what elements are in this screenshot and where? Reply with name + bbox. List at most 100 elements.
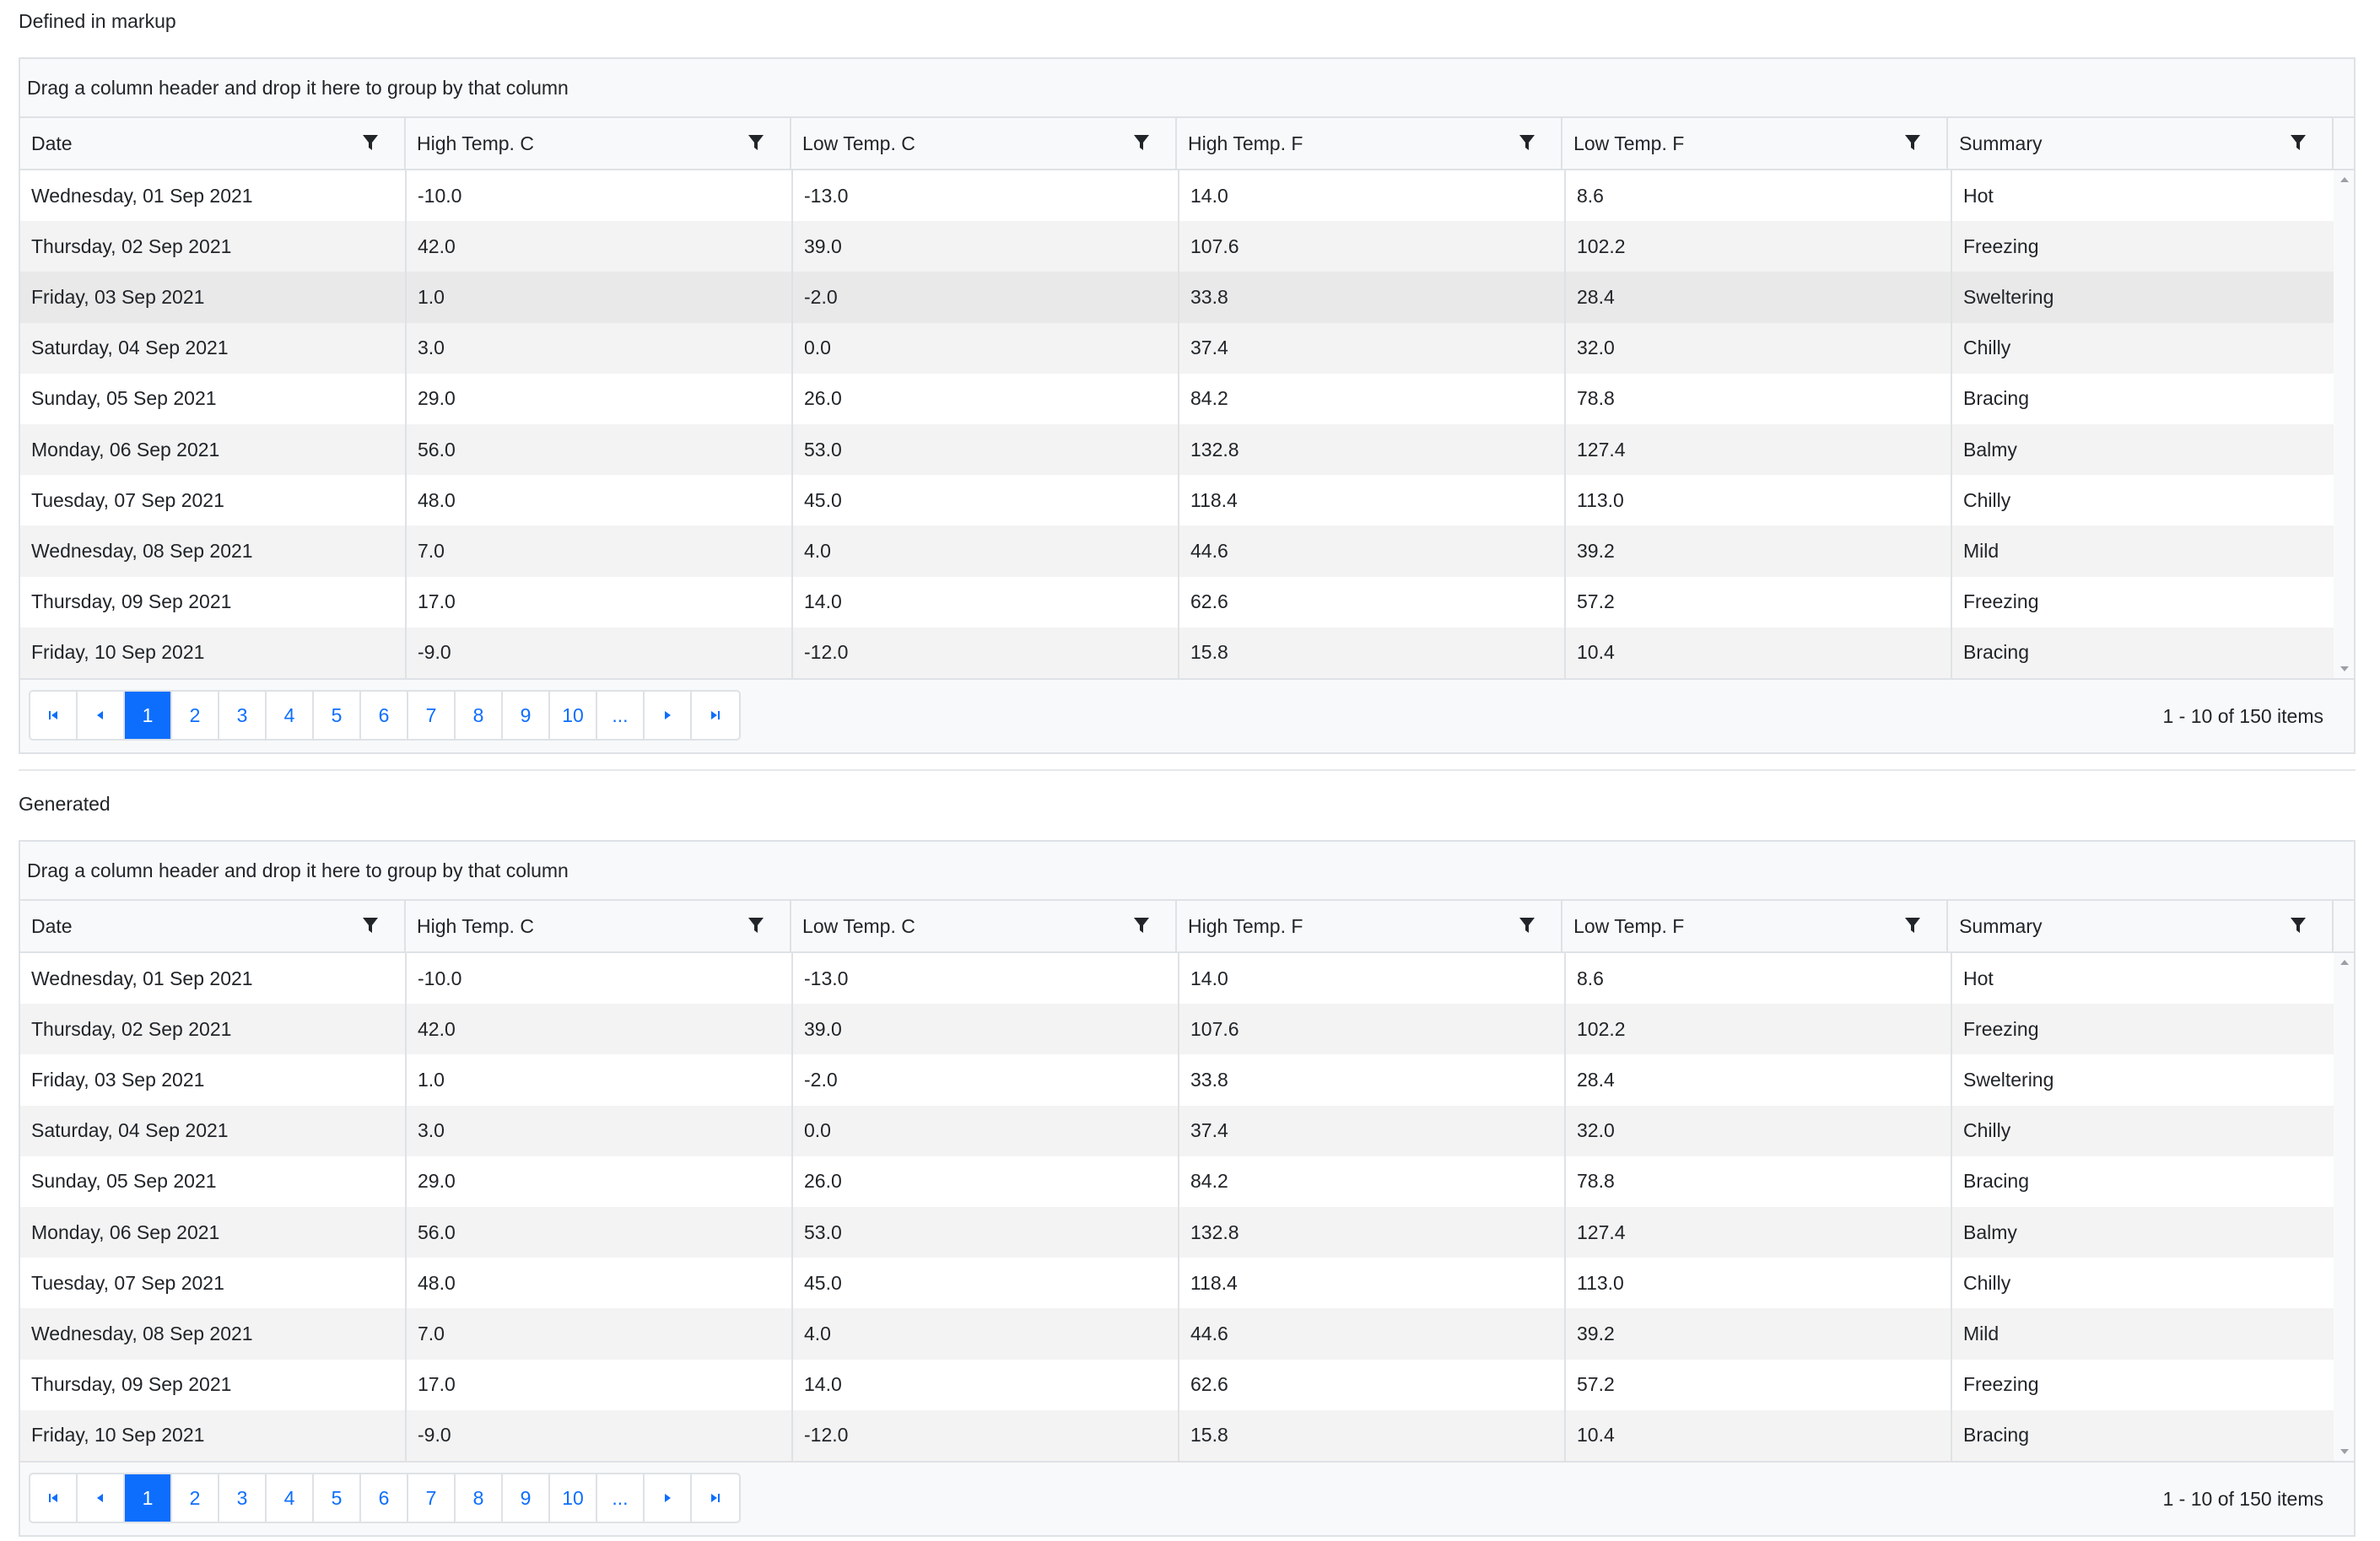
table-row[interactable]: Tuesday, 07 Sep 2021 48.0 45.0 118.4 113.0 Ch… — [20, 475, 2339, 526]
page-button[interactable]: ... — [597, 692, 645, 739]
filter-icon[interactable] — [1133, 133, 1150, 152]
filter-icon[interactable] — [1519, 916, 1535, 935]
scroll-up-icon[interactable] — [2340, 960, 2349, 965]
next-page-icon — [665, 1494, 671, 1502]
table-cell: Freezing — [1963, 1017, 2039, 1040]
column-header[interactable]: Date — [20, 901, 407, 951]
page-button[interactable]: 7 — [408, 692, 456, 739]
page-button[interactable]: 10 — [550, 692, 597, 739]
next-page-button[interactable] — [645, 1474, 692, 1522]
column-header[interactable]: High Temp. C — [406, 901, 792, 951]
page-button[interactable]: 4 — [267, 692, 314, 739]
page-button[interactable]: 3 — [219, 1474, 267, 1522]
page-button[interactable]: 9 — [503, 692, 550, 739]
page-button[interactable]: 8 — [456, 692, 503, 739]
table-cell: Friday, 03 Sep 2021 — [20, 272, 407, 323]
table-row[interactable]: Friday, 03 Sep 2021 1.0 -2.0 33.8 28.4 Swelte… — [20, 1054, 2339, 1106]
column-header[interactable]: High Temp. C — [406, 118, 792, 169]
table-cell: Sweltering — [1963, 1068, 2054, 1091]
page-button[interactable]: 5 — [314, 1474, 361, 1522]
page-button[interactable]: ... — [597, 1474, 645, 1522]
table-cell: 78.8 — [1566, 373, 1952, 424]
scroll-down-icon[interactable] — [2340, 1449, 2349, 1454]
page-button[interactable]: 2 — [172, 1474, 219, 1522]
page-button[interactable]: 10 — [550, 1474, 597, 1522]
rows-container: Wednesday, 01 Sep 2021 -10.0 -13.0 14.0 8.6 H… — [20, 953, 2339, 1461]
column-header[interactable]: Summary — [1948, 901, 2334, 951]
page-button[interactable]: 1 — [125, 1474, 172, 1522]
table-row[interactable]: Thursday, 02 Sep 2021 42.0 39.0 107.6 102.2 F… — [20, 221, 2339, 272]
table-cell: Chilly — [1963, 1119, 2011, 1142]
table-row[interactable]: Wednesday, 08 Sep 2021 7.0 4.0 44.6 39.2 Mild — [20, 525, 2339, 577]
table-cell: -13.0 — [793, 953, 1179, 1005]
table-cell: 42.0 — [407, 1004, 793, 1055]
scroll-down-icon[interactable] — [2340, 666, 2349, 671]
group-panel[interactable]: Drag a column header and drop it here to… — [20, 59, 2354, 118]
table-row[interactable]: Wednesday, 01 Sep 2021 -10.0 -13.0 14.0 8.6 H… — [20, 170, 2339, 222]
header-scroll-spacer — [2334, 901, 2355, 951]
table-row[interactable]: Friday, 03 Sep 2021 1.0 -2.0 33.8 28.4 Swelte… — [20, 272, 2339, 323]
last-page-button[interactable] — [692, 1474, 739, 1522]
column-header[interactable]: High Temp. F — [1177, 901, 1563, 951]
vertical-scrollbar[interactable] — [2334, 953, 2354, 1461]
filter-icon[interactable] — [1519, 133, 1535, 152]
table-row[interactable]: Thursday, 02 Sep 2021 42.0 39.0 107.6 102.2 F… — [20, 1004, 2339, 1055]
table-row[interactable]: Monday, 06 Sep 2021 56.0 53.0 132.8 127.4 Bal… — [20, 1206, 2339, 1258]
column-header[interactable]: Summary — [1948, 118, 2334, 169]
group-panel[interactable]: Drag a column header and drop it here to… — [20, 842, 2354, 901]
filter-icon[interactable] — [1133, 916, 1150, 935]
table-cell: 84.2 — [1179, 1156, 1566, 1207]
table-cell: Wednesday, 01 Sep 2021 — [20, 953, 407, 1005]
section-title-generated: Generated — [19, 793, 111, 815]
table-row[interactable]: Wednesday, 01 Sep 2021 -10.0 -13.0 14.0 8.6 H… — [20, 953, 2339, 1005]
page-button[interactable]: 8 — [456, 1474, 503, 1522]
column-header[interactable]: Low Temp. F — [1562, 118, 1949, 169]
table-row[interactable]: Friday, 10 Sep 2021 -9.0 -12.0 15.8 10.4 Brac… — [20, 627, 2339, 678]
table-row[interactable]: Sunday, 05 Sep 2021 29.0 26.0 84.2 78.8 Braci… — [20, 1156, 2339, 1207]
vertical-scrollbar[interactable] — [2334, 170, 2354, 678]
column-header[interactable]: Low Temp. C — [791, 901, 1178, 951]
table-row[interactable]: Monday, 06 Sep 2021 56.0 53.0 132.8 127.4 Bal… — [20, 423, 2339, 476]
page-button[interactable]: 4 — [267, 1474, 314, 1522]
table-row[interactable]: Thursday, 09 Sep 2021 17.0 14.0 62.6 57.2 Fre… — [20, 1359, 2339, 1410]
first-page-button[interactable] — [30, 692, 78, 739]
page-button[interactable]: 1 — [125, 692, 172, 739]
last-page-button[interactable] — [692, 692, 739, 739]
filter-icon[interactable] — [362, 916, 379, 935]
table-cell: 132.8 — [1179, 423, 1566, 476]
filter-icon[interactable] — [1904, 133, 1921, 152]
page-button[interactable]: 6 — [361, 692, 408, 739]
filter-icon[interactable] — [1904, 916, 1921, 935]
table-row[interactable]: Wednesday, 08 Sep 2021 7.0 4.0 44.6 39.2 Mild — [20, 1308, 2339, 1360]
page-button[interactable]: 3 — [219, 692, 267, 739]
scroll-up-icon[interactable] — [2340, 177, 2349, 182]
first-page-button[interactable] — [30, 1474, 78, 1522]
table-row[interactable]: Thursday, 09 Sep 2021 17.0 14.0 62.6 57.2 Fre… — [20, 576, 2339, 628]
column-header[interactable]: Date — [20, 118, 407, 169]
table-row[interactable]: Tuesday, 07 Sep 2021 48.0 45.0 118.4 113.0 Ch… — [20, 1258, 2339, 1309]
table-row[interactable]: Friday, 10 Sep 2021 -9.0 -12.0 15.8 10.4 Brac… — [20, 1409, 2339, 1461]
table-row[interactable]: Saturday, 04 Sep 2021 3.0 0.0 37.4 32.0 Chill… — [20, 322, 2339, 374]
previous-page-button[interactable] — [78, 1474, 125, 1522]
column-header[interactable]: High Temp. F — [1177, 118, 1563, 169]
previous-page-button[interactable] — [78, 692, 125, 739]
page-button[interactable]: 9 — [503, 1474, 550, 1522]
table-row[interactable]: Saturday, 04 Sep 2021 3.0 0.0 37.4 32.0 Chill… — [20, 1105, 2339, 1156]
filter-icon[interactable] — [747, 133, 764, 152]
page-button[interactable]: 2 — [172, 692, 219, 739]
page-button[interactable]: 6 — [361, 1474, 408, 1522]
column-header[interactable]: Low Temp. C — [791, 118, 1178, 169]
filter-icon[interactable] — [2290, 916, 2307, 935]
filter-icon[interactable] — [747, 916, 764, 935]
table-cell: 84.2 — [1179, 373, 1566, 424]
table-cell: Monday, 06 Sep 2021 — [20, 423, 407, 476]
table-cell: 57.2 — [1566, 576, 1952, 628]
next-page-button[interactable] — [645, 692, 692, 739]
column-header[interactable]: Low Temp. F — [1562, 901, 1949, 951]
page-button[interactable]: 7 — [408, 1474, 456, 1522]
filter-icon[interactable] — [2290, 133, 2307, 152]
table-cell: 118.4 — [1179, 475, 1566, 526]
filter-icon[interactable] — [362, 133, 379, 152]
table-row[interactable]: Sunday, 05 Sep 2021 29.0 26.0 84.2 78.8 Braci… — [20, 373, 2339, 424]
page-button[interactable]: 5 — [314, 692, 361, 739]
